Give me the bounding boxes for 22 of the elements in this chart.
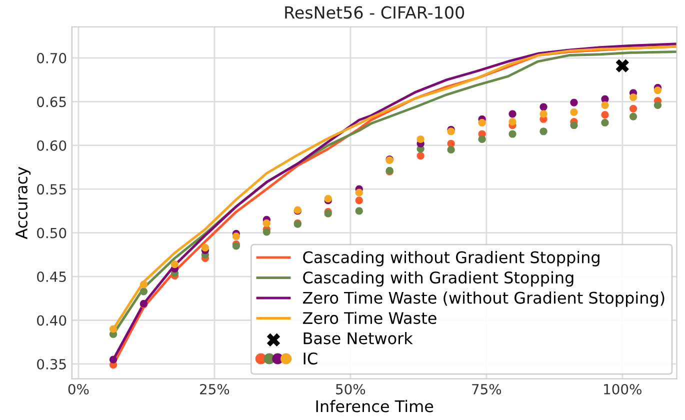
y-tick-label: 0.50 <box>37 228 66 238</box>
y-tick-label: 0.35 <box>37 358 66 370</box>
legend-label: Cascading without Gradient Stopping <box>303 250 600 266</box>
legend-label: Zero Time Waste (without Gradient Stopping) <box>302 291 664 307</box>
legend-label: Base Network <box>304 332 413 344</box>
x-tick-label: 75% <box>472 384 502 394</box>
y-tick-label: 0.45 <box>37 272 66 282</box>
y-tick-label: 0.55 <box>37 184 66 195</box>
y-tick-label: 0.70 <box>37 52 66 64</box>
x-axis-title: Inference Time <box>316 400 434 412</box>
y-tick-label: 0.60 <box>37 140 66 151</box>
y-tick-label: 0.40 <box>37 315 66 326</box>
x-tick-label: 25% <box>200 384 230 394</box>
x-tick-label: 100% <box>604 384 642 394</box>
chart-title: ResNet56 - CIFAR-100 <box>285 6 464 19</box>
legend-label: Zero Time Waste <box>302 312 436 324</box>
legend-label: IC <box>304 352 318 365</box>
x-tick-label: 0% <box>68 384 89 394</box>
y-tick-label: 0.65 <box>37 96 66 108</box>
x-tick-label: 50% <box>336 384 366 394</box>
legend-label: Cascading with Gradient Stopping <box>303 271 574 287</box>
y-axis-title: Accuracy <box>16 166 31 240</box>
